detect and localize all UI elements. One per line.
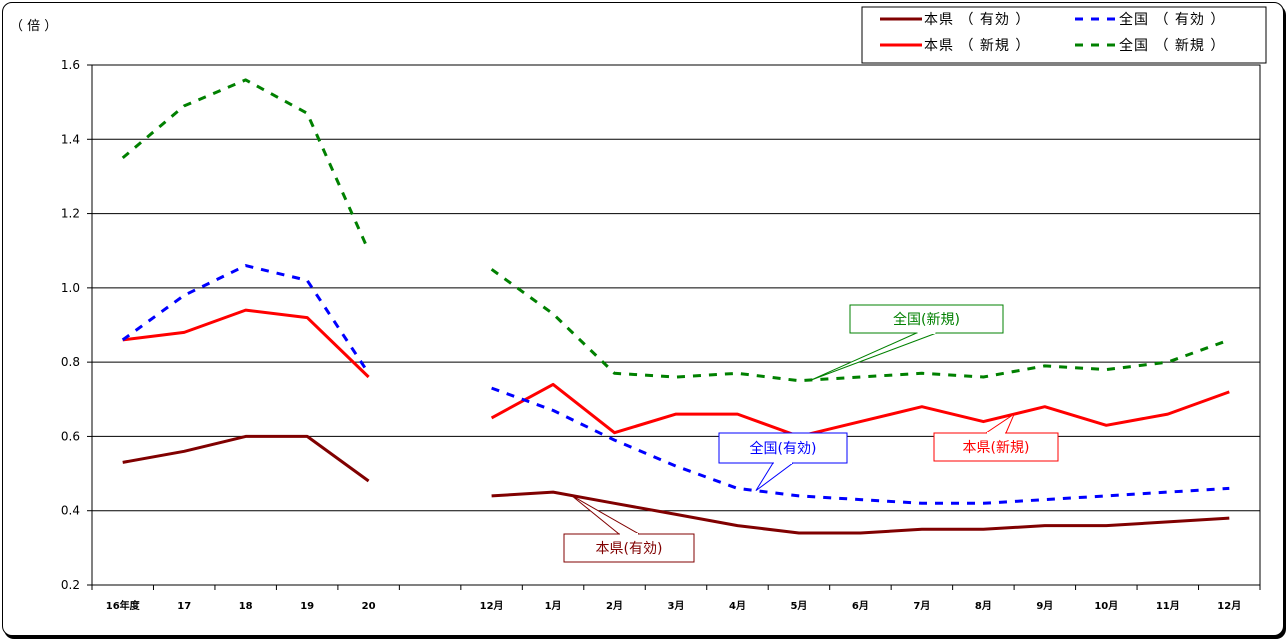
x-tick-label: 3月 [668, 600, 685, 612]
callout-label: 全国(新規) [893, 311, 960, 328]
y-tick-label: 0.6 [61, 429, 80, 443]
callouts: 全国(新規) 全国(有効) 本県(新規) 本県(有効) [563, 304, 1059, 563]
x-tick-label: 12月 [1217, 600, 1241, 612]
y-axis-ticks: 0.2 0.4 0.6 0.8 1.0 1.2 1.4 1.6 [61, 58, 80, 592]
x-tick-label: 10月 [1094, 600, 1118, 612]
x-tick-label: 6月 [852, 600, 869, 612]
callout-label: 全国(有効) [750, 440, 817, 457]
callout-box [849, 304, 1004, 334]
series-line-monthly [490, 382, 1230, 438]
y-tick-label: 1.2 [61, 207, 80, 221]
x-tick-label: 16年度 [106, 599, 141, 612]
legend: 本県 （ 有効 ） 本県 （ 新規 ） 全国 （ 有効 ） 全国 （ 新規 ） [861, 6, 1267, 64]
grid [87, 64, 1261, 590]
callout-box [933, 432, 1059, 462]
x-tick-label: 5月 [790, 600, 807, 612]
legend-box [861, 6, 1267, 64]
x-tick-label: 9月 [1036, 600, 1053, 612]
callout-label: 本県(有効) [596, 541, 663, 557]
series-line-annual [121, 264, 370, 375]
legend-entry: 全国 （ 有効 ） [1119, 11, 1225, 28]
x-tick-label: 20 [362, 601, 376, 612]
plot-area [91, 64, 1261, 586]
legend-entry: 全国 （ 新規 ） [1119, 37, 1225, 54]
series-line-monthly [491, 490, 1230, 535]
series-line-annual [122, 434, 370, 483]
y-tick-label: 1.4 [61, 132, 80, 146]
y-tick-label: 1.6 [61, 58, 80, 72]
y-tick-label: 0.4 [61, 504, 80, 518]
x-tick-label: 1月 [545, 600, 562, 612]
y-tick-label: 0.2 [61, 578, 80, 592]
x-tick-label: 7月 [913, 600, 930, 612]
callout-label: 本県(新規) [963, 440, 1030, 456]
series-lines [121, 78, 1230, 535]
series-line-monthly [491, 386, 1230, 505]
x-tick-label: 11月 [1156, 600, 1180, 612]
legend-entry: 本県 （ 新規 ） [924, 38, 1030, 54]
series-line-annual [121, 78, 370, 252]
callout-pointer [755, 462, 795, 492]
x-tick-label: 18 [239, 601, 253, 612]
series-line-annual [122, 308, 370, 379]
y-tick-label: 1.0 [61, 281, 80, 295]
series-line-monthly [490, 268, 1230, 383]
callout-box [718, 432, 848, 464]
x-tick-label: 19 [300, 601, 314, 612]
unit-label: （ 倍 ） [10, 19, 57, 34]
x-tick-label: 17 [177, 601, 191, 612]
callout-box [563, 533, 695, 563]
y-tick-label: 0.8 [61, 355, 80, 369]
x-tick-label: 2月 [606, 600, 623, 612]
x-axis-ticks: 16年度 17 18 19 20 12月 1月 2月 3月 4月 5月 6月 7月 8月 9月 10月 11月 1… [106, 599, 1241, 612]
x-tick-label: 8月 [975, 600, 992, 612]
legend-entry: 本県 （ 有効 ） [924, 12, 1030, 28]
x-tick-label: 4月 [729, 600, 746, 612]
x-tick-label: 12月 [480, 600, 504, 612]
